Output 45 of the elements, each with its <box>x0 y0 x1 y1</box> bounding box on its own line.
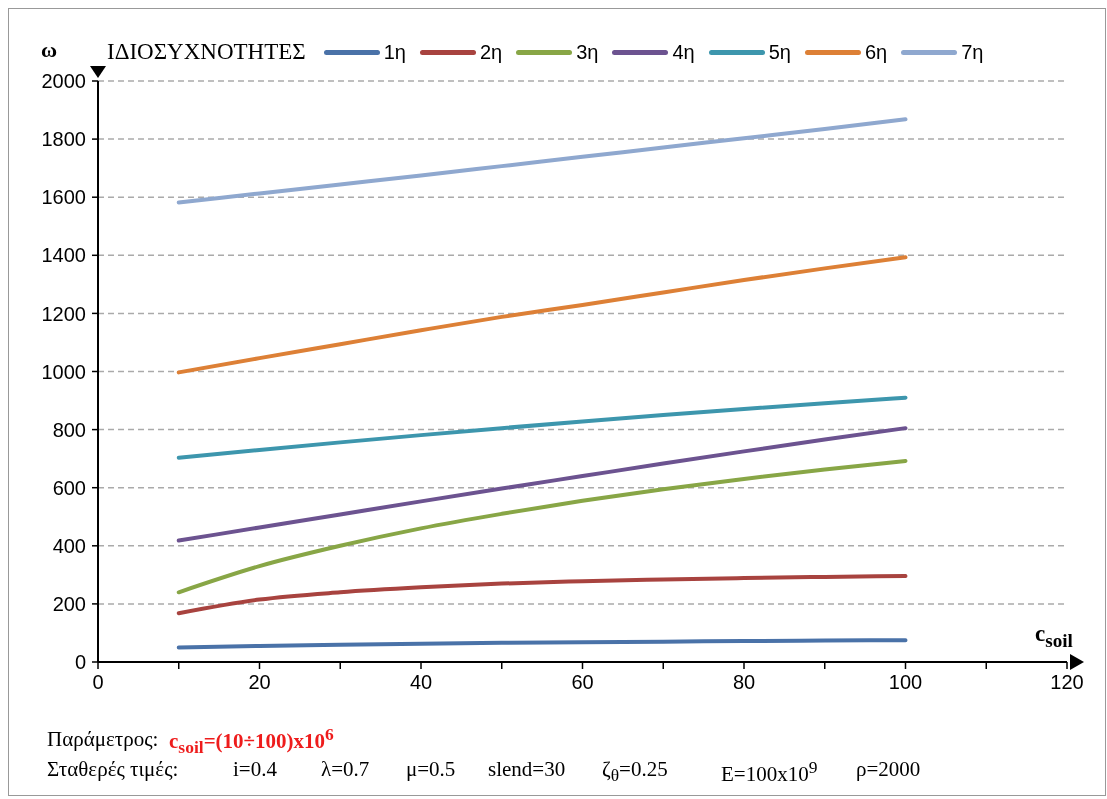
y-tick-label: 600 <box>52 476 86 499</box>
legend-label: 4η <box>672 40 695 64</box>
y-tick-label: 1800 <box>41 128 86 151</box>
legend-label: 7η <box>961 40 984 64</box>
x-tick-label: 40 <box>409 671 433 694</box>
x-tick-label: 120 <box>1050 671 1084 694</box>
text: E=100x10$^{9}$ <box>721 757 818 787</box>
x-tick-label: 60 <box>571 671 594 694</box>
y-tick-label: 400 <box>52 534 86 557</box>
y-tick-label: 200 <box>52 593 86 615</box>
x-tick-label: 100 <box>888 671 923 694</box>
y-tick-label: 1400 <box>41 244 86 267</box>
text: μ=0.5 <box>406 757 456 782</box>
y-tick-label: 1200 <box>41 302 86 325</box>
text: c$_{soil}$=(10÷100)x10$^{6}$ <box>169 724 334 759</box>
line-series <box>176 426 908 543</box>
line-series <box>176 574 908 616</box>
legend-label: 6η <box>864 40 888 64</box>
x-tick-label: 80 <box>732 671 756 694</box>
y-axis-title: ω <box>41 37 58 63</box>
y-tick-label: 2000 <box>41 70 86 93</box>
text: Παράμετρος: <box>47 727 159 752</box>
legend-label: 1η <box>383 40 406 64</box>
line-series <box>176 638 908 650</box>
line-series <box>176 117 908 205</box>
legend-label: 3η <box>576 40 599 64</box>
y-tick-label: 1000 <box>41 360 86 383</box>
line-series <box>176 255 908 375</box>
text: λ=0.7 <box>321 757 370 782</box>
legend-label: 5η <box>768 40 791 64</box>
legend-title: ΙΔΙΟΣΥΧΝΟΤΗΤΕΣ <box>107 39 306 65</box>
line-series <box>176 458 908 595</box>
text: ζ$_{θ}$=0.25 <box>602 757 668 787</box>
x-tick-label: 20 <box>248 671 271 694</box>
y-tick-label: 0 <box>74 651 86 674</box>
x-tick-label: 0 <box>92 671 104 694</box>
text: slend=30 <box>488 757 566 782</box>
legend-label: 2η <box>479 40 503 64</box>
text: i=0.4 <box>233 757 277 782</box>
x-axis-title: c$_{soil}$ <box>1035 621 1073 652</box>
y-tick-label: 1600 <box>41 186 86 209</box>
text: Σταθερές τιμές: <box>47 757 179 782</box>
y-tick-label: 800 <box>52 418 86 441</box>
line-series <box>176 395 908 460</box>
text: ρ=2000 <box>856 757 921 782</box>
